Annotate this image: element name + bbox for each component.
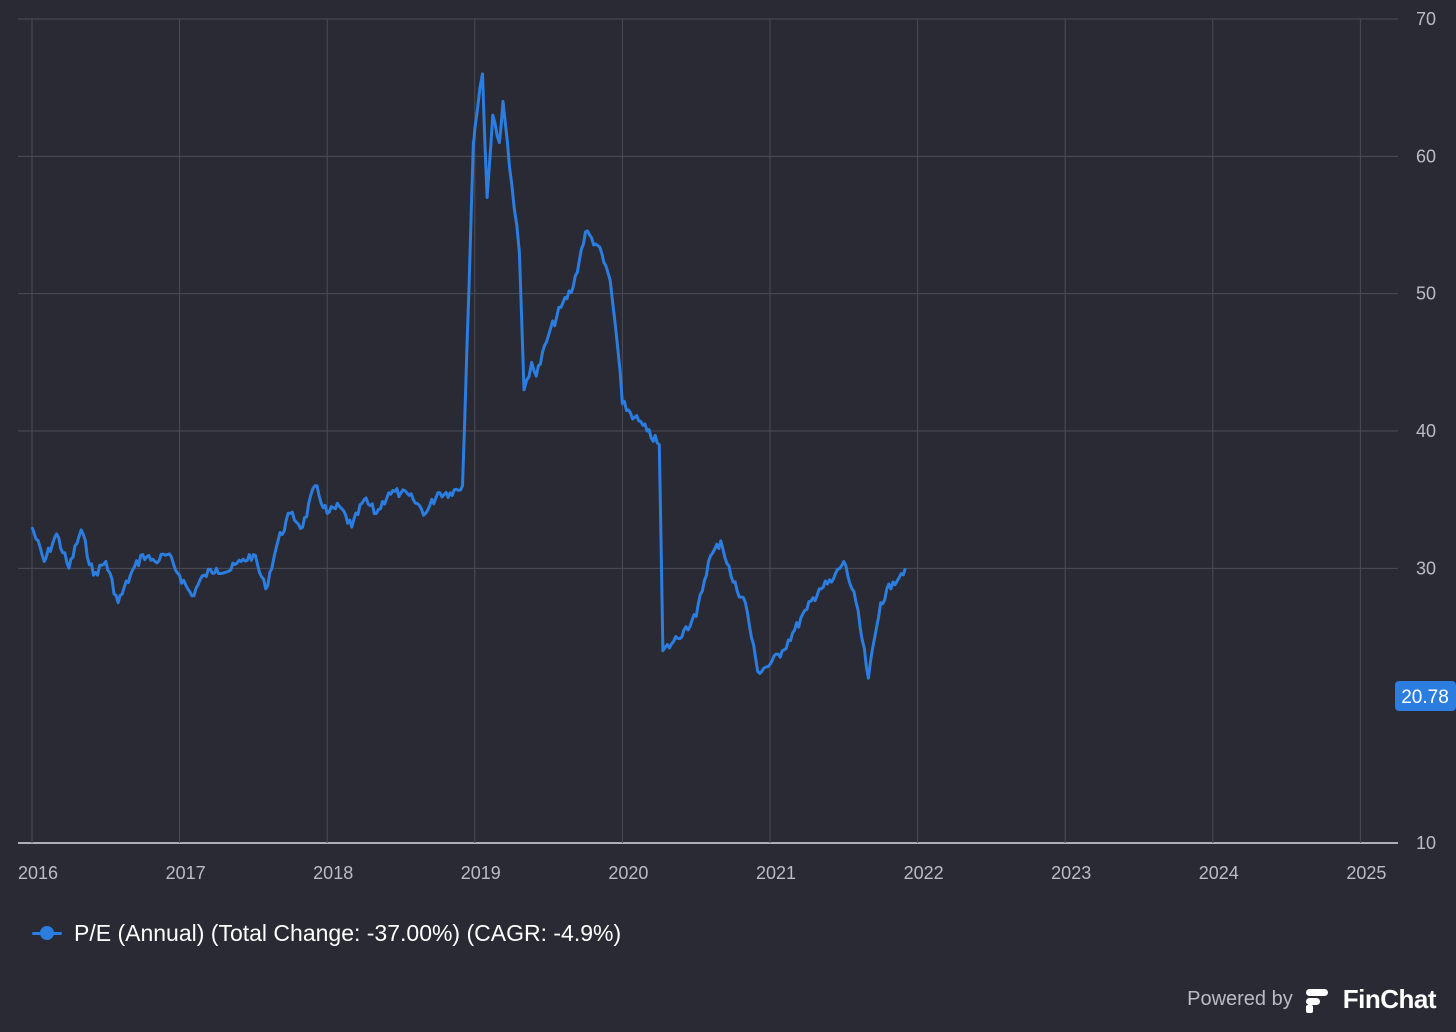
x-tick-label: 2017 <box>166 863 206 883</box>
powered-by-label: Powered by <box>1187 988 1293 1010</box>
series-line <box>30 72 907 680</box>
x-tick-label: 2024 <box>1199 863 1239 883</box>
brand-name: FinChat <box>1342 984 1437 1014</box>
y-tick-label: 60 <box>1416 146 1436 166</box>
x-tick-label: 2018 <box>313 863 353 883</box>
finchat-logo-icon <box>1305 988 1328 1013</box>
legend-label: P/E (Annual) (Total Change: -37.00%) (CA… <box>74 919 622 946</box>
x-tick-label: 2022 <box>904 863 944 883</box>
x-tick-label: 2025 <box>1346 863 1386 883</box>
y-tick-label: 40 <box>1416 421 1436 441</box>
legend-item[interactable]: P/E (Annual) (Total Change: -37.00%) (CA… <box>32 916 621 950</box>
x-tick-label: 2021 <box>756 863 796 883</box>
x-tick-label: 2020 <box>608 863 648 883</box>
x-tick-label: 2023 <box>1051 863 1091 883</box>
y-tick-label: 10 <box>1416 833 1436 853</box>
chart-plot: 10 30 40 50 60 70 2016 2017 2018 2019 2020 2021 2022… <box>18 9 1456 883</box>
last-value-label: 20.78 <box>1401 687 1449 708</box>
x-tick-label: 2019 <box>461 863 501 883</box>
y-tick-label: 70 <box>1416 9 1436 29</box>
x-tick-label: 2016 <box>18 863 58 883</box>
y-tick-label: 30 <box>1416 558 1436 578</box>
last-value-badge <box>1395 681 1456 711</box>
y-tick-label: 50 <box>1416 284 1436 304</box>
footer-branding: Powered by FinChat <box>1187 984 1436 1015</box>
legend-series-icon <box>32 916 62 950</box>
